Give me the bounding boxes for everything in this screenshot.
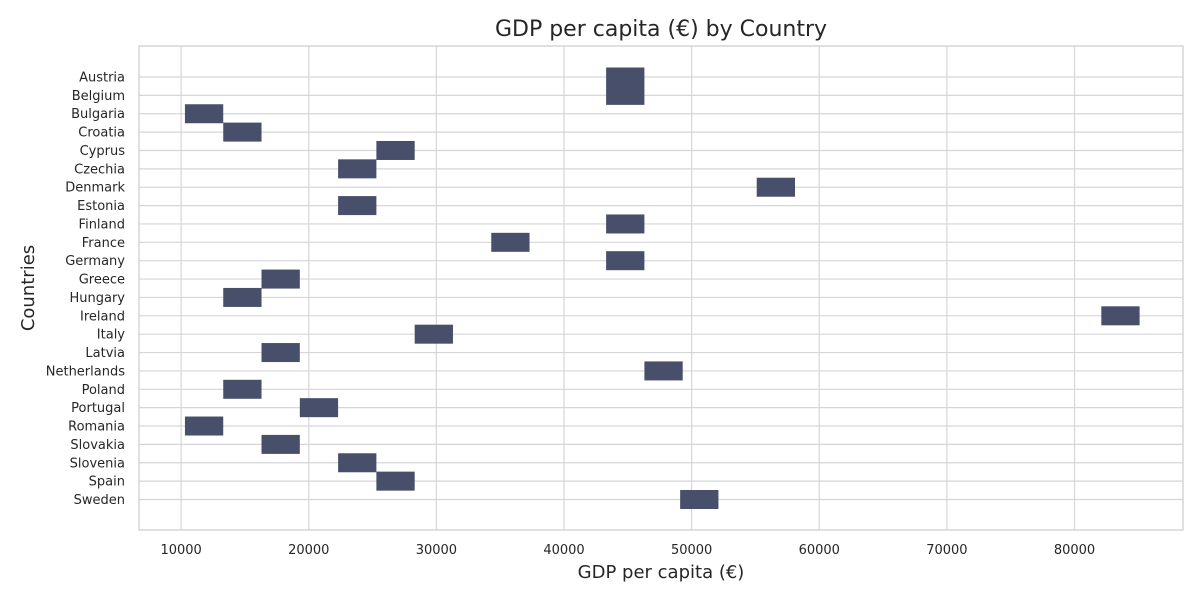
- bar-germany: [606, 251, 645, 271]
- y-tick-label: Germany: [65, 254, 125, 269]
- y-tick-label: Spain: [89, 475, 125, 490]
- bar-austria: [606, 67, 645, 87]
- y-tick-label: Austria: [79, 71, 125, 86]
- bar-sweden: [680, 490, 719, 510]
- y-tick-label: Belgium: [72, 89, 125, 104]
- y-tick-label: Italy: [97, 328, 126, 343]
- y-tick-label: Czechia: [74, 162, 125, 177]
- bar-croatia: [223, 122, 262, 142]
- y-tick-label: France: [82, 236, 125, 251]
- y-tick-label: Slovenia: [70, 456, 125, 471]
- y-tick-label: Netherlands: [46, 364, 125, 379]
- x-tick-labels: 10000 20000 30000 40000 50000 60000 70000 80000: [160, 543, 1095, 558]
- bar-estonia: [338, 196, 377, 216]
- bar-hungary: [223, 287, 262, 307]
- y-tick-label: Ireland: [80, 309, 125, 324]
- y-tick-label: Estonia: [77, 199, 125, 214]
- y-tick-label: Portugal: [71, 401, 125, 416]
- bar-romania: [184, 416, 224, 436]
- y-tick-labels: Austria Belgium Bulgaria Croatia Cyprus Czech…: [46, 71, 126, 509]
- y-tick-label: Bulgaria: [71, 107, 125, 122]
- bar-latvia: [261, 343, 300, 363]
- y-tick-label: Croatia: [78, 126, 125, 141]
- x-tick-label: 70000: [926, 543, 967, 558]
- x-tick-label: 60000: [799, 543, 840, 558]
- y-tick-label: Sweden: [74, 493, 125, 508]
- bar-portugal: [299, 398, 339, 418]
- bar-italy: [414, 324, 453, 344]
- y-tick-label: Greece: [79, 273, 125, 288]
- bar-denmark: [756, 177, 796, 197]
- bar-slovakia: [261, 434, 300, 454]
- y-tick-label: Slovakia: [70, 438, 125, 453]
- y-tick-label: Latvia: [85, 346, 125, 361]
- y-tick-label: Romania: [68, 420, 125, 435]
- chart-title: GDP per capita (€) by Country: [495, 17, 827, 42]
- bar-greece: [261, 269, 300, 289]
- bar-netherlands: [644, 361, 683, 381]
- bar-belgium: [606, 85, 645, 105]
- bar-france: [491, 232, 530, 252]
- bar-poland: [223, 379, 262, 399]
- y-tick-label: Hungary: [69, 291, 125, 306]
- bar-bulgaria: [184, 104, 224, 124]
- x-tick-label: 30000: [416, 543, 457, 558]
- bar-cyprus: [376, 140, 415, 160]
- y-tick-label: Finland: [79, 217, 125, 232]
- y-tick-label: Cyprus: [80, 144, 126, 159]
- y-tick-label: Denmark: [65, 181, 125, 196]
- bar-czechia: [338, 159, 377, 179]
- bar-layer: [184, 67, 1140, 510]
- bar-slovenia: [338, 453, 377, 473]
- x-tick-label: 50000: [671, 543, 712, 558]
- y-tick-label: Poland: [82, 383, 125, 398]
- bar-spain: [376, 471, 415, 491]
- y-axis-label: Countries: [18, 245, 39, 331]
- bar-finland: [606, 214, 645, 234]
- x-tick-label: 10000: [160, 543, 201, 558]
- x-tick-label: 20000: [288, 543, 329, 558]
- plot-frame: [138, 45, 1184, 531]
- bar-ireland: [1101, 306, 1140, 326]
- x-axis-label: GDP per capita (€): [578, 562, 745, 583]
- x-tick-label: 40000: [543, 543, 584, 558]
- x-tick-label: 80000: [1054, 543, 1095, 558]
